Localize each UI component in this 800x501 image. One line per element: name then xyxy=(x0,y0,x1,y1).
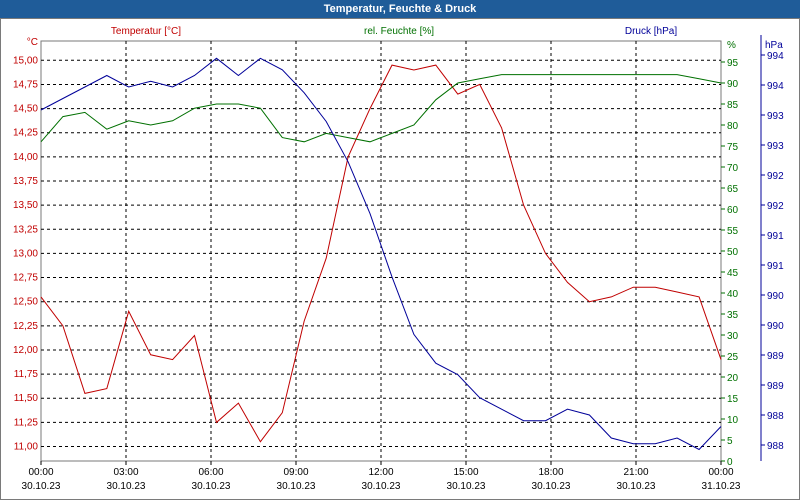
humidity-tick-label: 55 xyxy=(727,226,739,237)
humidity-tick-label: 50 xyxy=(727,247,739,258)
humidity-tick-label: 20 xyxy=(727,373,739,384)
pressure-tick-label: 994 xyxy=(767,81,784,92)
pressure-unit-label: hPa xyxy=(765,40,783,51)
humidity-tick-label: 0 xyxy=(727,457,733,468)
pressure-tick-label: 990 xyxy=(767,321,784,332)
x-tick-time-label: 00:00 xyxy=(28,467,53,478)
x-tick-time-label: 00:00 xyxy=(708,467,733,478)
temperature-tick-label: 11,50 xyxy=(14,393,39,404)
temperature-tick-label: 12,00 xyxy=(13,345,38,356)
temperature-tick-label: 11,00 xyxy=(14,442,39,453)
x-tick-time-label: 12:00 xyxy=(368,467,393,478)
temperature-tick-label: 14,50 xyxy=(13,104,38,115)
humidity-tick-label: 95 xyxy=(727,58,739,69)
temperature-unit-label: °C xyxy=(27,37,38,48)
temperature-tick-label: 14,25 xyxy=(13,128,38,139)
temperature-tick-label: 14,00 xyxy=(13,152,38,163)
pressure-tick-label: 992 xyxy=(767,201,784,212)
pressure-tick-label: 993 xyxy=(767,141,784,152)
humidity-tick-label: 35 xyxy=(727,310,739,321)
humidity-tick-label: 80 xyxy=(727,121,739,132)
x-tick-date-label: 31.10.23 xyxy=(702,481,741,492)
humidity-series-line xyxy=(40,74,722,143)
x-tick-time-label: 06:00 xyxy=(198,467,223,478)
humidity-tick-label: 65 xyxy=(727,184,739,195)
humidity-series-title: rel. Feuchte [%] xyxy=(364,26,434,37)
pressure-tick-label: 992 xyxy=(767,171,784,182)
temperature-series-line xyxy=(40,64,722,443)
temperature-tick-label: 12,75 xyxy=(13,273,38,284)
chart-svg: 15,00 14,75 14,50 14,25 14,00 13,75 13,50 13,25… xyxy=(13,26,784,492)
pressure-tick-label: 991 xyxy=(767,261,784,272)
pressure-tick-label: 989 xyxy=(767,351,784,362)
chart-area: 15,00 14,75 14,50 14,25 14,00 13,75 13,50 13,25… xyxy=(0,18,800,500)
temperature-tick-label: 13,00 xyxy=(13,248,38,259)
x-tick-date-label: 30.10.23 xyxy=(447,481,486,492)
pressure-tick-label: 991 xyxy=(767,231,784,242)
humidity-tick-label: 75 xyxy=(727,142,739,153)
temperature-tick-label: 12,25 xyxy=(13,321,38,332)
temperature-tick-label: 15,00 xyxy=(13,55,38,66)
x-tick-date-label: 30.10.23 xyxy=(107,481,146,492)
temperature-tick-label: 11,25 xyxy=(14,417,39,428)
humidity-tick-label: 45 xyxy=(727,268,739,279)
pressure-tick-label: 993 xyxy=(767,111,784,122)
humidity-tick-label: 40 xyxy=(727,289,739,300)
pressure-tick-label: 990 xyxy=(767,291,784,302)
temperature-tick-label: 12,50 xyxy=(13,297,38,308)
humidity-tick-label: 85 xyxy=(727,100,739,111)
humidity-tick-label: 90 xyxy=(727,79,739,90)
pressure-tick-label: 988 xyxy=(767,441,784,452)
x-tick-time-label: 03:00 xyxy=(113,467,138,478)
pressure-series-title: Druck [hPa] xyxy=(625,26,677,37)
x-tick-date-label: 30.10.23 xyxy=(617,481,656,492)
pressure-series-line xyxy=(40,57,722,451)
pressure-tick-label: 994 xyxy=(767,51,784,62)
x-tick-date-label: 30.10.23 xyxy=(277,481,316,492)
humidity-tick-label: 30 xyxy=(727,331,739,342)
humidity-tick-label: 60 xyxy=(727,205,739,216)
temperature-tick-label: 13,50 xyxy=(13,200,38,211)
temperature-tick-label: 13,25 xyxy=(13,224,38,235)
x-tick-date-label: 30.10.23 xyxy=(362,481,401,492)
pressure-tick-label: 989 xyxy=(767,381,784,392)
temperature-tick-label: 11,75 xyxy=(14,369,39,380)
pressure-tick-label: 988 xyxy=(767,411,784,422)
temperature-series-title: Temperatur [°C] xyxy=(111,26,181,37)
x-tick-date-label: 30.10.23 xyxy=(192,481,231,492)
x-tick-date-label: 30.10.23 xyxy=(532,481,571,492)
x-tick-time-label: 18:00 xyxy=(538,467,563,478)
window-title: Temperatur, Feuchte & Druck xyxy=(0,0,800,18)
humidity-tick-label: 10 xyxy=(727,415,739,426)
humidity-tick-label: 25 xyxy=(727,352,739,363)
temperature-tick-label: 13,75 xyxy=(13,176,38,187)
humidity-unit-label: % xyxy=(727,40,736,51)
temperature-tick-label: 14,75 xyxy=(13,79,38,90)
x-tick-date-label: 30.10.23 xyxy=(22,481,61,492)
x-tick-time-label: 09:00 xyxy=(283,467,308,478)
x-tick-time-label: 15:00 xyxy=(453,467,478,478)
humidity-tick-label: 70 xyxy=(727,163,739,174)
humidity-tick-label: 5 xyxy=(727,436,733,447)
x-tick-time-label: 21:00 xyxy=(623,467,648,478)
humidity-tick-label: 15 xyxy=(727,394,739,405)
